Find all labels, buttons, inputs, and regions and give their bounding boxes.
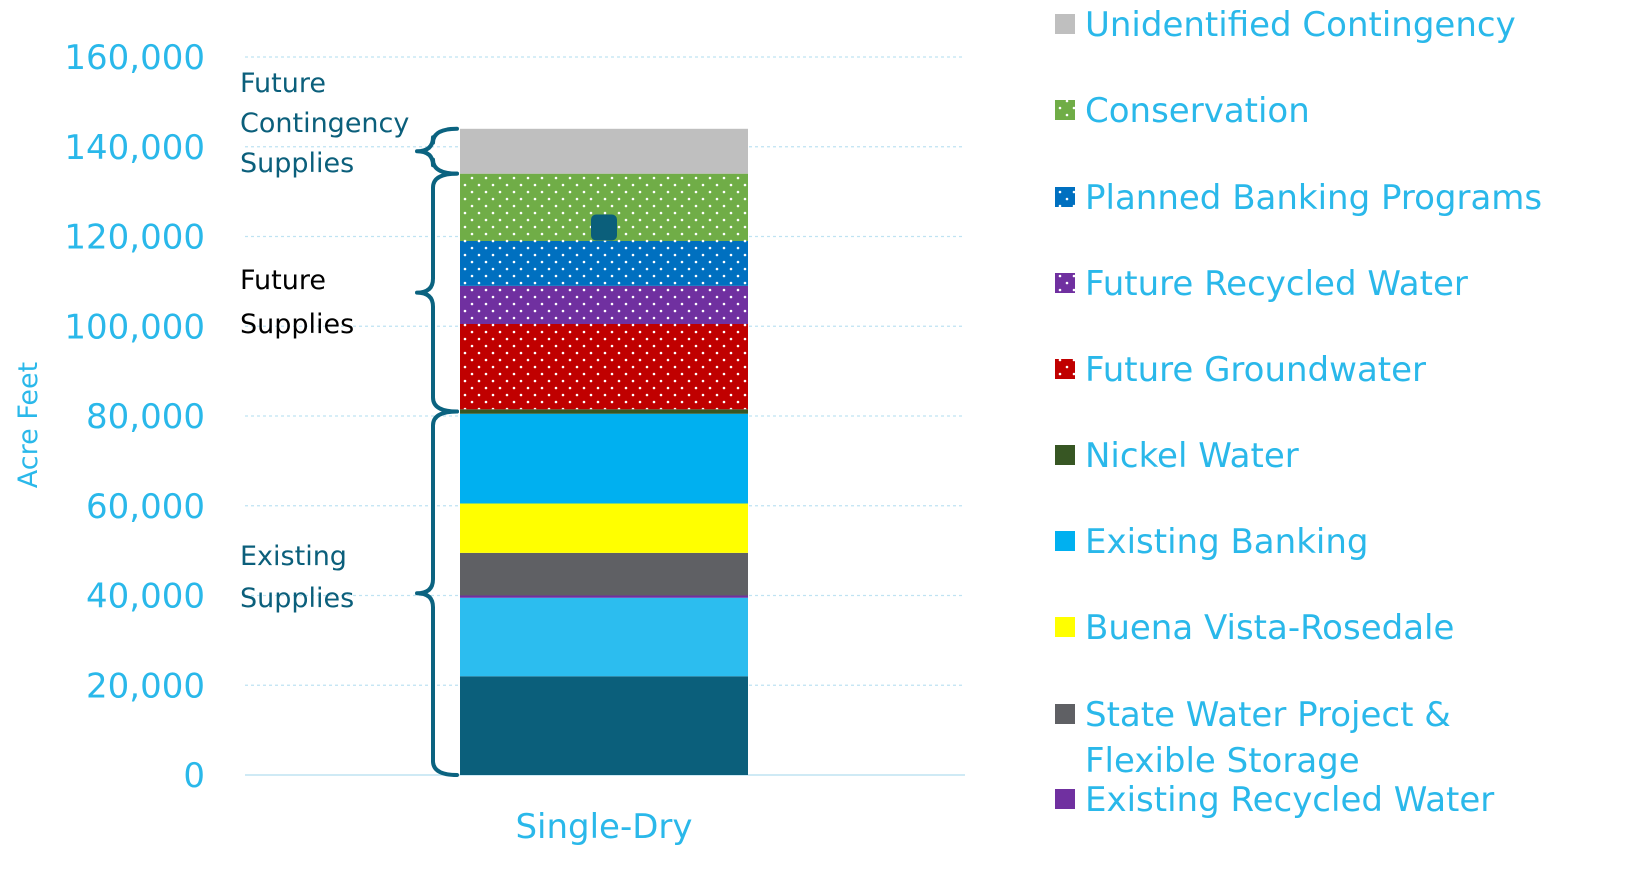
group-label-existing: Existing <box>240 541 347 572</box>
group-label-future-contingency: Contingency <box>240 108 409 139</box>
legend-swatch-existing-recycled-water <box>1055 789 1075 809</box>
x-tick-label: Single-Dry <box>515 807 692 847</box>
brace-existing <box>415 409 459 777</box>
y-axis: 0 20,000 40,000 60,000 80,000 100,000 120,000 1… <box>64 38 205 796</box>
legend-swatch-pattern <box>1055 187 1075 207</box>
legend-label-future-recycled-water: Future Recycled Water <box>1085 264 1468 304</box>
y-tick-label: 160,000 <box>64 38 205 78</box>
legend-label-future-groundwater: Future Groundwater <box>1085 350 1426 390</box>
legend-label-buena-vista-rosedale: Buena Vista-Rosedale <box>1085 608 1454 648</box>
y-tick-label: 120,000 <box>64 218 205 258</box>
legend-swatch-pattern <box>1055 359 1075 379</box>
bar-segment-state-water-project-and-flexible-storage <box>460 552 748 596</box>
group-label-future-contingency: Future <box>240 68 326 99</box>
x-axis: Single-Dry <box>515 807 692 847</box>
bar-segment-future-groundwater-pattern <box>460 324 748 410</box>
y-tick-label: 140,000 <box>64 128 205 168</box>
bar-segment-planned-banking-programs-pattern <box>460 240 748 286</box>
brace-future-contingency <box>415 126 459 176</box>
bar-segment-nickel-water <box>460 409 748 414</box>
legend-label-unidentified-contingency: Unidentified Contingency <box>1085 5 1516 45</box>
y-tick-label: 20,000 <box>86 666 205 706</box>
legend-label-state-water-project-and-flexible-storage: State Water Project & Flexible Storage <box>1085 695 1451 781</box>
legend-swatch-state-water-project-and-flexible-storage <box>1055 704 1075 724</box>
legend-label-existing-recycled-water: Existing Recycled Water <box>1085 780 1494 820</box>
y-axis-title: Acre Feet <box>13 362 44 488</box>
group-label-existing: Supplies <box>240 583 354 614</box>
legend-swatch-buena-vista-rosedale <box>1055 617 1075 637</box>
group-label-future: Supplies <box>240 309 354 340</box>
brace-future <box>415 171 459 414</box>
bar-segment-existing-recycled-water <box>460 595 748 598</box>
bar-segments <box>460 128 748 775</box>
y-tick-label: 100,000 <box>64 307 205 347</box>
y-tick-label: 80,000 <box>86 397 205 437</box>
legend-swatch-pattern <box>1055 100 1075 120</box>
y-tick-label: 0 <box>183 756 205 796</box>
group-label-future: Future <box>240 265 326 296</box>
legend-label-existing-banking: Existing Banking <box>1085 522 1368 562</box>
bar-segment-future-recycled-water-pattern <box>460 285 748 325</box>
legend-swatch-unidentified-contingency <box>1055 14 1075 34</box>
bar-segment-buena-vista-rosedale <box>460 503 748 553</box>
bar-segment-2 <box>460 597 748 677</box>
y-tick-label: 40,000 <box>86 577 205 617</box>
group-label-future-contingency: Supplies <box>240 148 354 179</box>
bar-marker <box>591 214 617 241</box>
bar-segment-1 <box>460 676 748 775</box>
bar-segment-unidentified-contingency <box>460 128 748 174</box>
group-braces: Future Contingency Supplies Future Supplies E… <box>240 68 459 777</box>
legend: Unidentified Contingency Conservation Plan… <box>1055 5 1542 820</box>
y-tick-label: 60,000 <box>86 487 205 527</box>
legend-swatch-pattern <box>1055 273 1075 293</box>
legend-label-nickel-water: Nickel Water <box>1085 436 1299 476</box>
legend-label-conservation: Conservation <box>1085 91 1310 131</box>
legend-label-planned-banking-programs: Planned Banking Programs <box>1085 178 1542 218</box>
legend-swatch-existing-banking <box>1055 531 1075 551</box>
bar-segment-existing-banking <box>460 413 748 504</box>
legend-swatch-nickel-water <box>1055 445 1075 465</box>
